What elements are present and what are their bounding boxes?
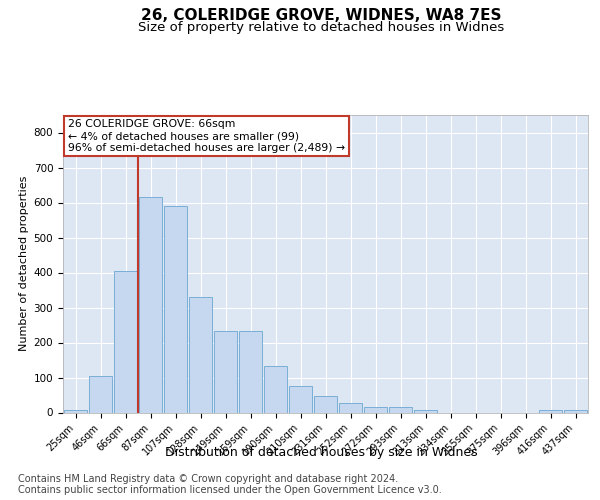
Bar [289, 386, 312, 412]
Text: Size of property relative to detached houses in Widnes: Size of property relative to detached ho… [138, 21, 504, 34]
Text: 26, COLERIDGE GROVE, WIDNES, WA8 7ES: 26, COLERIDGE GROVE, WIDNES, WA8 7ES [141, 8, 501, 24]
Bar [339, 404, 362, 412]
Bar [164, 206, 187, 412]
Bar [539, 410, 562, 412]
Bar [189, 297, 212, 412]
Bar [389, 407, 412, 412]
Bar [139, 197, 162, 412]
Bar [64, 410, 87, 412]
Text: Contains HM Land Registry data © Crown copyright and database right 2024.: Contains HM Land Registry data © Crown c… [18, 474, 398, 484]
Bar [314, 396, 337, 412]
Bar [264, 366, 287, 412]
Y-axis label: Number of detached properties: Number of detached properties [19, 176, 29, 352]
Bar [89, 376, 112, 412]
Text: Distribution of detached houses by size in Widnes: Distribution of detached houses by size … [164, 446, 478, 459]
Bar [214, 331, 237, 412]
Text: 26 COLERIDGE GROVE: 66sqm
← 4% of detached houses are smaller (99)
96% of semi-d: 26 COLERIDGE GROVE: 66sqm ← 4% of detach… [68, 120, 346, 152]
Bar [364, 407, 387, 412]
Text: Contains public sector information licensed under the Open Government Licence v3: Contains public sector information licen… [18, 485, 442, 495]
Bar [239, 331, 262, 412]
Bar [114, 272, 137, 412]
Bar [564, 410, 587, 412]
Bar [414, 410, 437, 412]
